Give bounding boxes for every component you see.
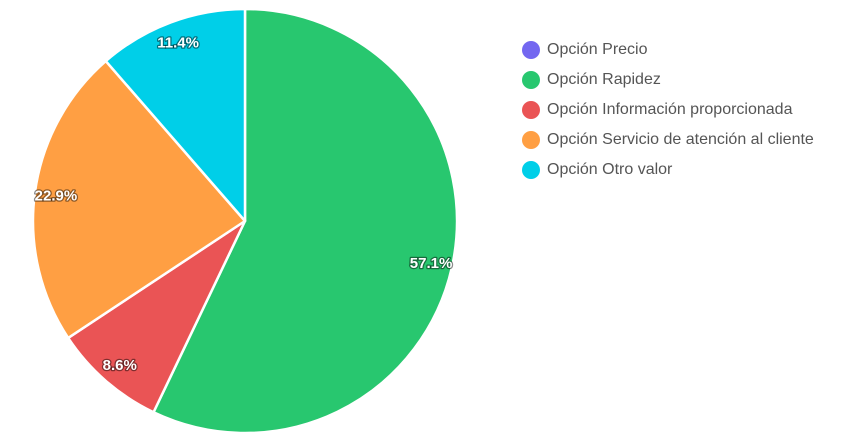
legend-item-0[interactable]: Opción Precio [522, 35, 814, 65]
pie-slice-4[interactable] [104, 7, 247, 223]
legend-swatch [522, 71, 540, 89]
legend-swatch [522, 161, 540, 179]
legend-swatch [522, 131, 540, 149]
legend-label: Opción Servicio de atención al cliente [547, 131, 814, 148]
slice-value-label-2: 8.6% [103, 357, 137, 374]
pie-slice-3[interactable] [31, 59, 247, 340]
pie-slice-2[interactable] [66, 219, 247, 414]
legend-label: Opción Otro valor [547, 161, 673, 178]
legend-label: Opción Información proporcionada [547, 101, 793, 118]
legend-item-1[interactable]: Opción Rapidez [522, 65, 814, 95]
pie-value-labels: 57.1% 8.6% 22.9% 11.4% [33, 33, 453, 375]
chart-legend: Opción Precio Opción Rapidez Opción Inform… [522, 35, 814, 185]
legend-item-3[interactable]: Opción Servicio de atención al cliente [522, 125, 814, 155]
slice-value-label-1: 57.1% [410, 255, 453, 272]
legend-item-4[interactable]: Opción Otro valor [522, 155, 814, 185]
slice-value-label-4: 11.4% [157, 34, 199, 51]
legend-item-2[interactable]: Opción Información proporcionada [522, 95, 814, 125]
pie-slice-1[interactable] [152, 7, 459, 435]
legend-swatch [522, 101, 540, 119]
legend-label: Opción Rapidez [547, 71, 661, 88]
pie-slices [31, 7, 459, 435]
legend-swatch [522, 41, 540, 59]
legend-label: Opción Precio [547, 41, 648, 58]
slice-value-label-3: 22.9% [35, 187, 78, 204]
